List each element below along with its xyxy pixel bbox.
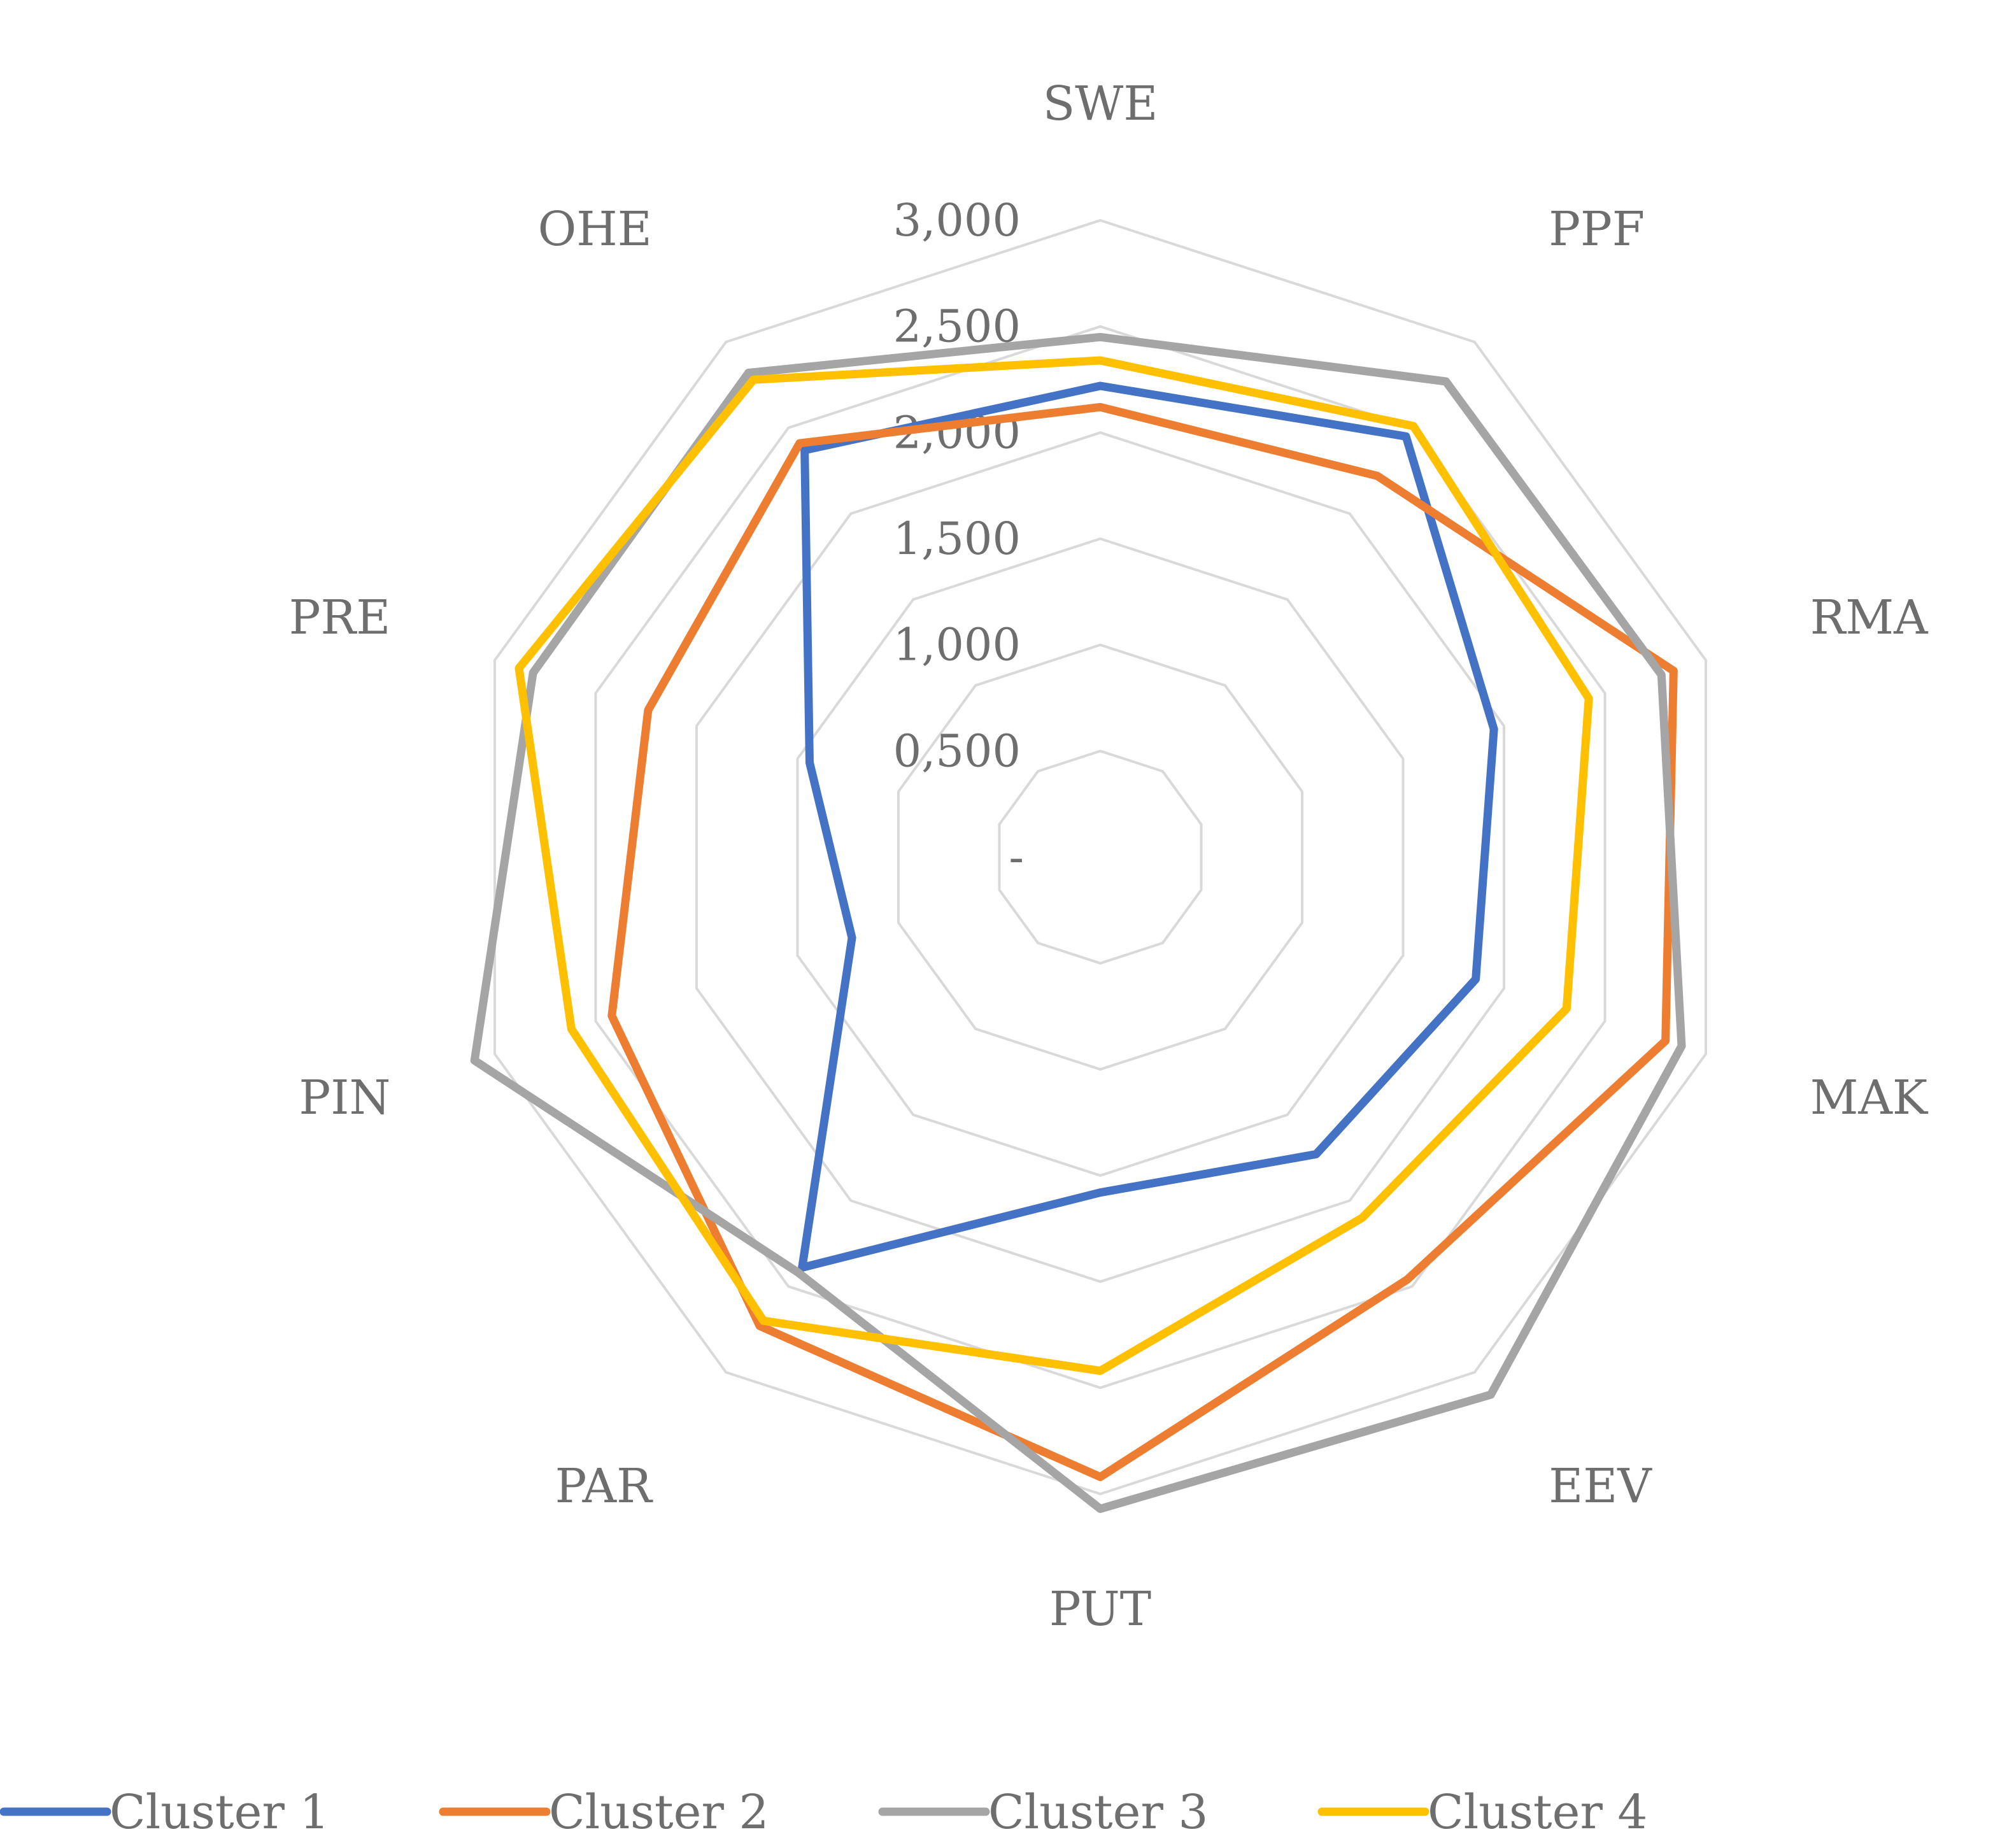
grid-ring — [695, 431, 1506, 1283]
category-label-swe: SWE — [1043, 76, 1158, 131]
legend-label-cluster-1: Cluster 1 — [110, 1785, 329, 1840]
tick-label: 1,500 — [893, 513, 1021, 565]
category-label-mak: MAK — [1810, 1070, 1929, 1125]
series-line-cluster-1 — [798, 381, 1498, 1272]
grid-ring — [594, 325, 1606, 1390]
category-label-ppf: PPF — [1549, 202, 1645, 257]
grid-ring — [796, 537, 1405, 1177]
legend: Cluster 1 Cluster 2 Cluster 3 Cluster 4 — [0, 1785, 1647, 1840]
series-lines — [470, 332, 1686, 1513]
legend-label-cluster-2: Cluster 2 — [549, 1785, 769, 1840]
tick-label: 3,000 — [893, 194, 1021, 246]
legend-label-cluster-4: Cluster 4 — [1428, 1785, 1647, 1840]
category-label-pre: PRE — [289, 590, 391, 645]
tick-label: - — [1009, 831, 1024, 883]
category-label-par: PAR — [555, 1459, 653, 1514]
series-line-cluster-2 — [607, 402, 1678, 1481]
grid-ring — [897, 643, 1304, 1071]
series-line-cluster-4 — [514, 356, 1593, 1375]
category-label-put: PUT — [1049, 1582, 1151, 1637]
radar-grid — [493, 218, 1708, 1496]
category-label-eev: EEV — [1549, 1459, 1652, 1514]
legend-label-cluster-3: Cluster 3 — [988, 1785, 1208, 1840]
grid-ring — [998, 750, 1203, 965]
category-label-ohe: OHE — [538, 202, 652, 257]
category-label-rma: RMA — [1810, 590, 1929, 645]
tick-label: 0,500 — [893, 725, 1021, 777]
grid-ring — [493, 218, 1708, 1496]
tick-label: 1,000 — [893, 619, 1021, 671]
category-labels: SWE PPF RMA MAK EEV PUT PAR PIN PRE OHE — [289, 76, 1929, 1637]
category-label-pin: PIN — [299, 1070, 391, 1125]
series-line-cluster-3 — [470, 332, 1686, 1513]
